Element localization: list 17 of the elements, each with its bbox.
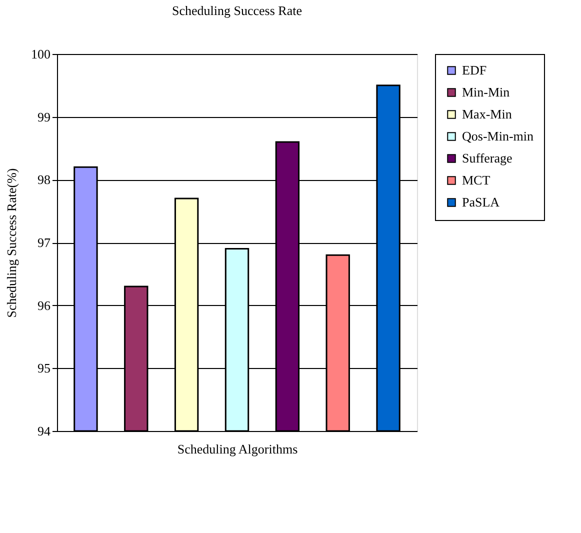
y-tick-label: 98: [38, 172, 50, 188]
y-tick-label: 97: [38, 235, 51, 250]
chart-title: Scheduling Success Rate: [172, 3, 302, 18]
x-axis-title: Scheduling Algorithms: [177, 442, 298, 456]
y-tick-label: 100: [31, 46, 50, 62]
legend-label: Min-Min: [462, 84, 510, 100]
legend-label: PaSLA: [462, 194, 500, 210]
y-tick-label: 95: [38, 360, 50, 376]
legend-label: Qos-Min-min: [462, 128, 534, 144]
y-tick-label: 94: [38, 424, 51, 438]
legend-label: Max-Min: [462, 106, 512, 122]
legend-label: EDF: [462, 62, 487, 78]
y-axis-title: Scheduling Success Rate(%): [4, 168, 19, 318]
legend-label: Sufferage: [462, 150, 513, 166]
legend-label: MCT: [462, 172, 490, 188]
y-tick-label: 99: [38, 109, 50, 124]
y-tick-label: 96: [38, 298, 51, 313]
